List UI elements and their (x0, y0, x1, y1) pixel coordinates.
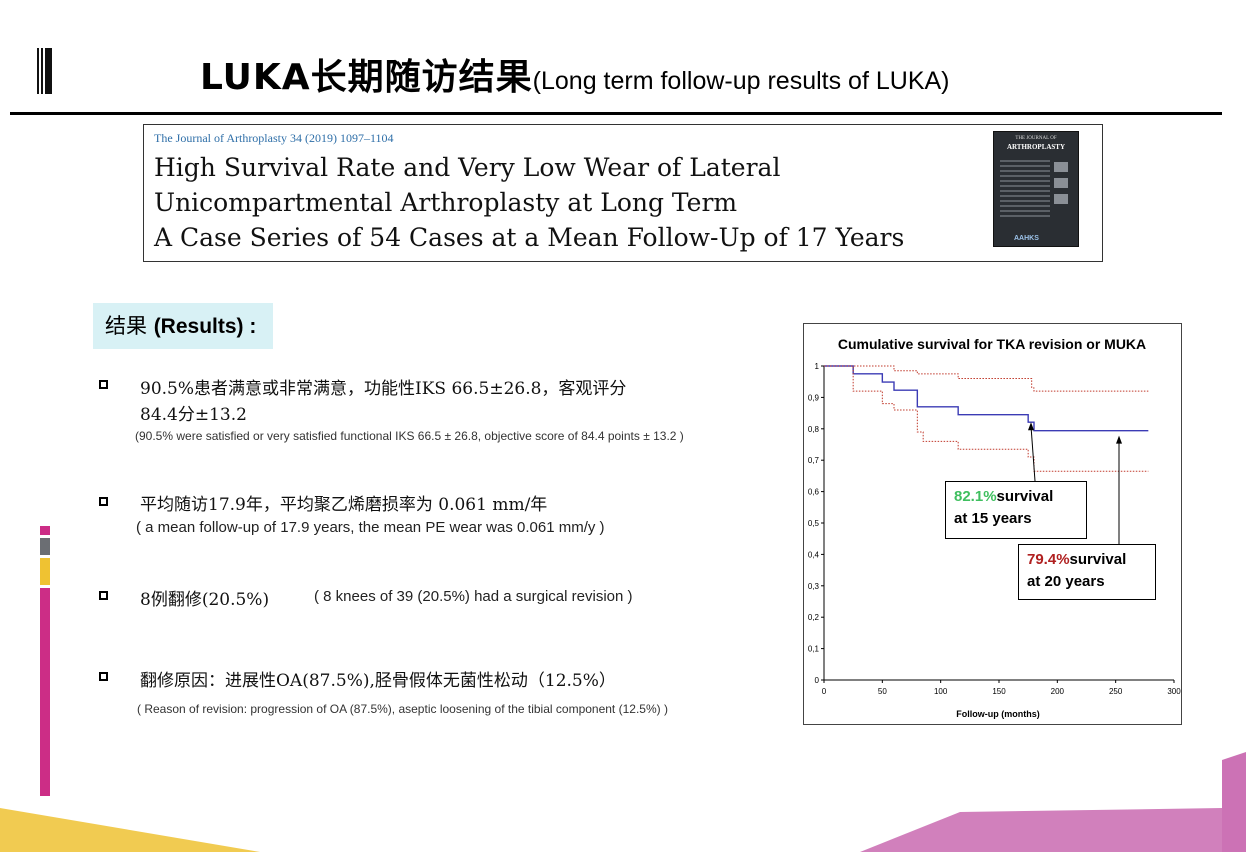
result-3-zh: 8例翻修(20.5%) (140, 590, 270, 610)
callout-15-years: 82.1%survival at 15 years (945, 481, 1087, 539)
result-1-zh-line1: 90.5%患者满意或非常满意，功能性IKS 66.5±26.8，客观评分 (140, 379, 627, 399)
callout-20-years: 79.4%survival at 20 years (1018, 544, 1156, 600)
chart-x-tick-label: 150 (992, 687, 1006, 696)
chart-y-tick-label: 0,2 (808, 613, 820, 622)
paper-citation-box: The Journal of Arthroplasty 34 (2019) 10… (143, 124, 1103, 262)
results-heading-zh: 结果 (105, 314, 147, 338)
accent-bar (40, 526, 50, 535)
chart-y-tick-label: 0,7 (808, 456, 820, 465)
accent-bar (40, 558, 50, 585)
callout-15-line2: at 15 years (954, 510, 1032, 527)
survival-chart: Cumulative survival for TKA revision or … (803, 323, 1182, 725)
chart-y-tick-label: 0,8 (808, 425, 820, 434)
logo-icon (37, 48, 53, 94)
callout-15-highlight: 82.1% (954, 488, 997, 505)
journal-reference: The Journal of Arthroplasty 34 (2019) 10… (154, 131, 394, 145)
paper-title-line: High Survival Rate and Very Low Wear of … (154, 153, 781, 182)
result-2-zh: 平均随访17.9年，平均聚乙烯磨损率为 0.061 mm/年 (140, 495, 548, 515)
cover-journal-name: ARTHROPLASTY (1006, 143, 1066, 151)
callout-20-line2: at 20 years (1027, 573, 1105, 590)
chart-y-tick-label: 0,9 (808, 393, 820, 402)
callout-20-highlight: 79.4% (1027, 551, 1070, 568)
callout-20-text: survival (1069, 551, 1127, 568)
bullet-icon (99, 497, 108, 506)
chart-y-tick-label: 0,4 (808, 550, 820, 559)
bullet-icon (99, 591, 108, 600)
chart-x-tick-label: 0 (822, 687, 827, 696)
result-1-zh-line2: 84.4分±13.2 (140, 405, 247, 425)
callout-arrowhead (1116, 435, 1122, 444)
chart-y-tick-label: 1 (815, 362, 820, 371)
callout-arrowhead (1028, 422, 1034, 431)
chart-y-tick-label: 0,1 (808, 645, 820, 654)
paper-title-line: Unicompartmental Arthroplasty at Long Te… (154, 188, 738, 217)
callout-arrow (1030, 426, 1036, 482)
chart-x-tick-label: 50 (878, 687, 887, 696)
result-3-en: ( 8 knees of 39 (20.5%) had a surgical r… (314, 588, 633, 605)
result-1-en: (90.5% were satisfied or very satisfied … (135, 429, 684, 443)
journal-cover-image: THE JOURNAL OF ARTHROPLASTY AAHKS (993, 131, 1079, 247)
bullet-icon (99, 672, 108, 681)
confidence-bound-curve (824, 365, 1149, 472)
survival-chart-svg: Cumulative survival for TKA revision or … (808, 336, 1181, 719)
chart-y-tick-label: 0 (815, 676, 820, 685)
accent-bar (40, 538, 50, 555)
callout-15-text: survival (996, 488, 1054, 505)
chart-x-tick-label: 200 (1051, 687, 1065, 696)
chart-y-tick-label: 0,3 (808, 582, 820, 591)
header-divider (10, 112, 1222, 115)
bullet-icon (99, 380, 108, 389)
results-heading: 结果 (Results) : (93, 303, 273, 349)
confidence-bound-curve (824, 365, 1149, 392)
result-2-en: ( a mean follow-up of 17.9 years, the me… (136, 519, 605, 536)
paper-title: High Survival Rate and Very Low Wear of … (154, 150, 904, 255)
chart-y-tick-label: 0,6 (808, 488, 820, 497)
chart-x-tick-label: 250 (1109, 687, 1123, 696)
cover-top-text: THE JOURNAL OF (1015, 136, 1057, 141)
chart-x-tick-label: 300 (1167, 687, 1181, 696)
chart-title: Cumulative survival for TKA revision or … (838, 336, 1146, 352)
chart-y-tick-label: 0,5 (808, 519, 820, 528)
paper-title-line: A Case Series of 54 Cases at a Mean Foll… (154, 223, 905, 252)
page-title-zh: LUKA长期随访结果 (200, 57, 533, 98)
result-4-en: ( Reason of revision: progression of OA … (137, 702, 668, 716)
results-heading-en: (Results) : (153, 315, 257, 338)
survival-curve (824, 365, 1149, 432)
accent-bar (40, 588, 50, 796)
cover-publisher: AAHKS (1014, 235, 1039, 242)
page-title-en: (Long term follow-up results of LUKA) (532, 67, 950, 95)
chart-x-tick-label: 100 (934, 687, 948, 696)
chart-x-axis-label: Follow-up (months) (956, 709, 1039, 719)
result-4-zh: 翻修原因：进展性OA(87.5%),胫骨假体无菌性松动（12.5%） (140, 671, 616, 691)
page-title: LUKA长期随访结果(Long term follow-up results o… (200, 48, 950, 100)
